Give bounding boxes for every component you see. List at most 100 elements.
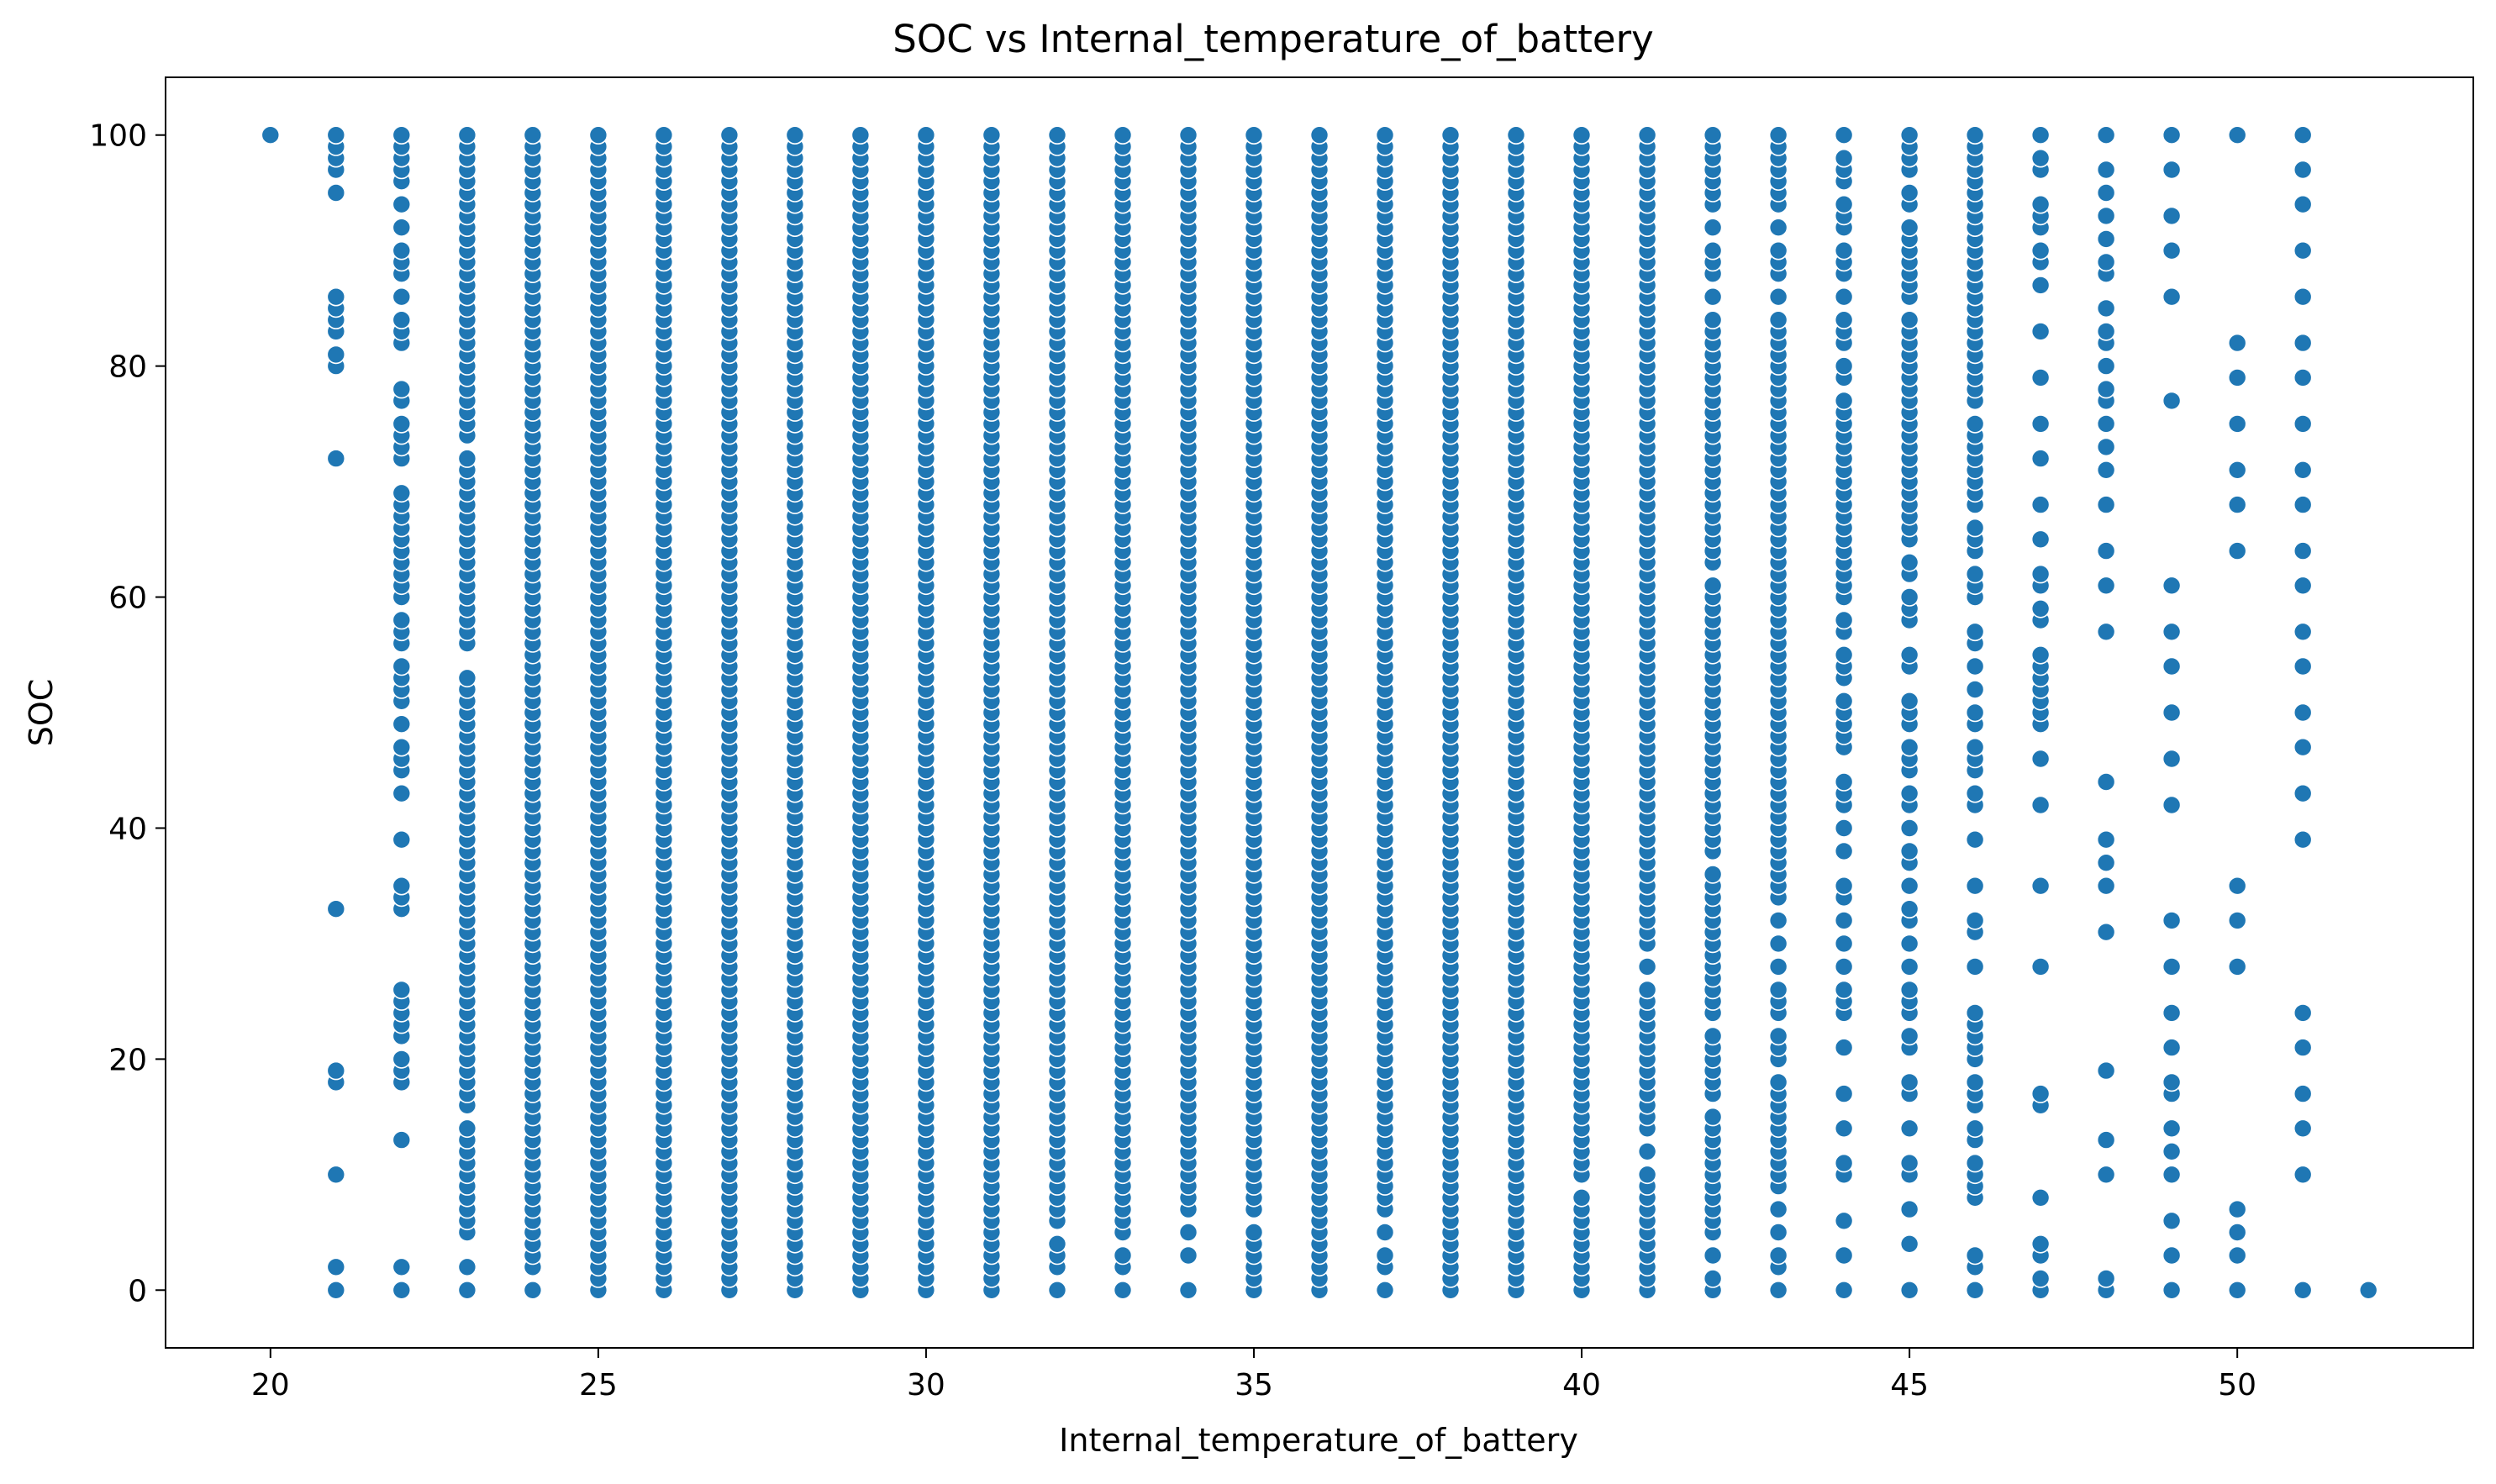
scatter-point	[1899, 125, 1919, 145]
x-tick-label: 20	[251, 1368, 290, 1402]
scatter-point	[2030, 598, 2051, 618]
scatter-point	[1768, 1072, 1788, 1092]
scatter-point	[1899, 899, 1919, 918]
scatter-point	[1703, 125, 1723, 145]
scatter-point	[588, 125, 608, 145]
scatter-point	[1834, 772, 1854, 792]
scatter-point	[2227, 1281, 2247, 1300]
scatter-point	[2293, 1003, 2313, 1023]
scatter-point	[2096, 495, 2116, 514]
scatter-point	[1899, 957, 1919, 976]
scatter-point	[2096, 183, 2116, 203]
scatter-point	[2030, 1084, 2051, 1103]
scatter-point	[2293, 737, 2313, 757]
scatter-point	[1834, 1153, 1854, 1173]
scatter-point	[2162, 1245, 2182, 1266]
scatter-point	[2096, 229, 2116, 249]
scatter-point	[1899, 645, 1919, 665]
scatter-point	[392, 218, 412, 238]
scatter-point	[2030, 876, 2051, 896]
scatter-point	[392, 414, 412, 434]
scatter-point	[2162, 1211, 2182, 1231]
scatter-point	[2227, 1245, 2247, 1266]
scatter-point	[392, 1281, 412, 1300]
scatter-point	[2096, 876, 2116, 896]
scatter-point	[2293, 656, 2313, 676]
scatter-point	[1768, 957, 1788, 976]
scatter-point	[2096, 460, 2116, 480]
scatter-point	[2096, 414, 2116, 434]
scatter-point	[1178, 1281, 1198, 1300]
scatter-point	[1965, 1072, 1985, 1092]
x-tick-label: 25	[579, 1368, 618, 1402]
scatter-point	[1834, 1118, 1854, 1139]
scatter-point	[1899, 1234, 1919, 1254]
scatter-point	[1834, 841, 1854, 861]
scatter-point	[1572, 1188, 1592, 1208]
scatter-point	[326, 1281, 346, 1300]
scatter-point	[457, 449, 477, 468]
scatter-point	[1834, 645, 1854, 665]
scatter-point	[392, 783, 412, 803]
scatter-point	[392, 876, 412, 896]
scatter-point	[2293, 368, 2313, 387]
scatter-point	[1703, 576, 1723, 596]
scatter-point	[1834, 194, 1854, 214]
scatter-point	[523, 1281, 543, 1300]
scatter-point	[2030, 1188, 2051, 1208]
scatter-point	[2030, 1234, 2051, 1254]
scatter-point	[523, 125, 543, 145]
scatter-point	[1899, 980, 1919, 1000]
scatter-point	[2030, 414, 2051, 434]
scatter-point	[2293, 194, 2313, 214]
scatter-point	[1899, 183, 1919, 203]
scatter-point	[1768, 1245, 1788, 1266]
scatter-point	[261, 125, 281, 145]
scatter-point	[2030, 194, 2051, 214]
scatter-point	[2096, 1269, 2116, 1288]
scatter-point	[1375, 125, 1395, 145]
scatter-point	[1834, 148, 1854, 168]
scatter-point	[982, 125, 1002, 145]
scatter-point	[1965, 876, 1985, 896]
scatter-point	[2030, 564, 2051, 584]
scatter-point	[1637, 980, 1657, 1000]
scatter-point	[1965, 1281, 1985, 1300]
scatter-point	[1440, 125, 1461, 145]
scatter-point	[1834, 911, 1854, 930]
scatter-point	[457, 1118, 477, 1139]
scatter-point	[1965, 1118, 1985, 1139]
scatter-point	[1703, 1269, 1723, 1288]
scatter-point	[392, 737, 412, 757]
scatter-point	[392, 829, 412, 850]
scatter-point	[2162, 391, 2182, 411]
scatter-point	[326, 449, 346, 468]
scatter-point	[392, 194, 412, 214]
scatter-point	[2096, 379, 2116, 399]
scatter-point	[1703, 240, 1723, 260]
scatter-point	[2293, 1038, 2313, 1057]
scatter-point	[1965, 703, 1985, 723]
scatter-point	[1899, 1118, 1919, 1139]
scatter-point	[1637, 957, 1657, 976]
scatter-point	[1768, 911, 1788, 930]
scatter-point	[1375, 1223, 1395, 1242]
scatter-point	[1309, 125, 1330, 145]
scatter-point	[2293, 333, 2313, 353]
scatter-point	[392, 1257, 412, 1277]
scatter-point	[1899, 1072, 1919, 1092]
scatter-point	[2030, 795, 2051, 815]
scatter-point	[2162, 1003, 2182, 1023]
scatter-point	[2227, 125, 2247, 145]
y-tick-label: 0	[128, 1274, 147, 1308]
plot-frame	[165, 76, 2474, 1349]
scatter-point	[326, 183, 346, 203]
scatter-point	[2096, 206, 2116, 226]
scatter-point	[1178, 125, 1198, 145]
scatter-point	[1834, 876, 1854, 896]
x-tick-label: 45	[1890, 1368, 1929, 1402]
scatter-point	[1965, 737, 1985, 757]
scatter-point	[1244, 1223, 1264, 1242]
scatter-point	[2030, 749, 2051, 769]
chart-title: SOC vs Internal_temperature_of_battery	[893, 17, 1654, 61]
